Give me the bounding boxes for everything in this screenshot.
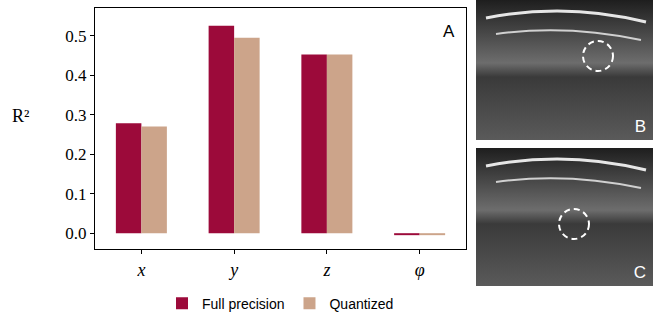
svg-text:φ: φ: [415, 260, 425, 280]
svg-text:0.3: 0.3: [65, 106, 86, 125]
svg-text:A: A: [443, 22, 455, 41]
svg-text:y: y: [228, 260, 238, 280]
svg-text:Full precision: Full precision: [202, 296, 284, 312]
svg-text:0.2: 0.2: [65, 145, 86, 164]
svg-text:Quantized: Quantized: [329, 296, 393, 312]
svg-text:0.5: 0.5: [65, 27, 86, 46]
svg-text:R²: R²: [12, 106, 29, 126]
svg-text:z: z: [322, 260, 330, 280]
svg-text:x: x: [136, 260, 145, 280]
svg-text:0.1: 0.1: [65, 185, 86, 204]
svg-text:C: C: [634, 263, 646, 282]
svg-text:0.0: 0.0: [65, 224, 86, 243]
svg-text:0.4: 0.4: [65, 66, 87, 85]
svg-text:B: B: [635, 117, 646, 136]
